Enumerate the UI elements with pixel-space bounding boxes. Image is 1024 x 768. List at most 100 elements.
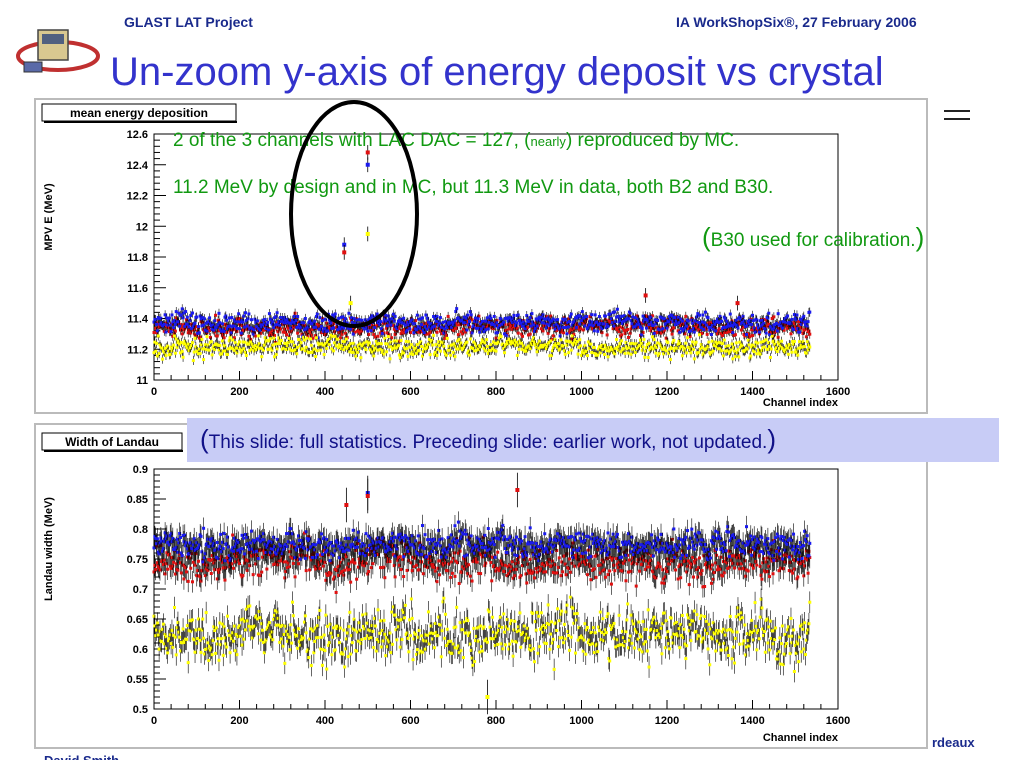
data-point xyxy=(580,319,583,323)
data-point xyxy=(503,351,507,355)
data-point xyxy=(802,314,806,318)
data-point xyxy=(680,319,684,323)
data-point xyxy=(538,318,542,322)
data-point xyxy=(592,329,596,333)
data-point xyxy=(698,322,702,326)
data-point xyxy=(420,323,424,327)
data-point xyxy=(529,324,533,328)
data-point xyxy=(351,341,355,345)
data-point xyxy=(254,344,258,348)
data-point xyxy=(198,335,202,339)
data-point xyxy=(288,330,292,334)
data-point xyxy=(345,321,349,325)
data-point xyxy=(191,358,195,362)
data-point xyxy=(392,319,396,323)
data-point xyxy=(419,317,423,321)
data-point xyxy=(216,343,220,347)
data-point xyxy=(333,334,337,338)
data-point xyxy=(344,317,348,321)
data-point xyxy=(415,330,419,334)
data-point xyxy=(155,329,159,333)
data-point xyxy=(479,345,483,349)
data-point xyxy=(157,352,161,356)
data-point xyxy=(371,328,375,332)
data-point xyxy=(759,340,763,344)
data-point xyxy=(240,323,244,327)
data-point xyxy=(303,349,307,353)
data-point xyxy=(443,350,447,354)
data-point xyxy=(462,327,466,331)
data-point xyxy=(654,351,658,355)
data-point xyxy=(256,334,260,338)
data-point xyxy=(543,321,547,325)
data-point xyxy=(780,339,784,343)
data-point xyxy=(237,316,241,320)
data-point xyxy=(172,343,176,347)
data-point xyxy=(242,328,246,332)
data-point xyxy=(740,320,744,324)
data-point xyxy=(359,356,363,360)
plot-frame xyxy=(153,468,839,710)
data-point xyxy=(263,318,267,322)
data-point xyxy=(789,347,793,351)
data-point xyxy=(276,322,280,326)
data-point xyxy=(158,343,162,347)
data-point xyxy=(757,330,761,334)
data-point xyxy=(228,336,232,340)
data-point xyxy=(790,350,794,354)
data-point xyxy=(446,348,450,352)
data-point xyxy=(509,316,513,320)
data-point xyxy=(327,327,331,331)
data-point xyxy=(568,330,572,334)
data-point xyxy=(270,322,274,326)
data-point xyxy=(528,332,532,336)
data-point xyxy=(749,354,753,358)
data-point xyxy=(719,341,723,345)
data-point xyxy=(265,338,269,342)
data-point xyxy=(196,350,200,354)
data-point xyxy=(550,353,554,357)
data-point xyxy=(309,333,313,337)
data-point xyxy=(197,331,201,335)
data-point xyxy=(538,339,542,343)
data-point xyxy=(292,314,296,318)
data-point xyxy=(164,353,168,357)
data-point xyxy=(181,316,185,320)
data-point xyxy=(535,324,539,328)
data-point xyxy=(451,323,455,327)
data-point xyxy=(491,322,495,326)
data-point xyxy=(339,347,343,351)
data-point xyxy=(558,334,562,338)
data-point xyxy=(530,312,534,316)
data-point xyxy=(668,347,672,351)
data-point xyxy=(541,329,545,333)
data-point xyxy=(220,322,224,326)
data-point xyxy=(456,347,460,351)
data-point xyxy=(588,319,592,323)
data-point xyxy=(534,329,538,333)
data-point xyxy=(346,326,350,330)
data-point xyxy=(793,350,797,354)
data-point xyxy=(552,343,556,347)
data-point xyxy=(316,341,320,345)
chart-title: mean energy deposition xyxy=(70,106,208,120)
data-point xyxy=(497,326,501,330)
data-point xyxy=(736,326,740,330)
data-point xyxy=(606,324,610,328)
data-point xyxy=(373,348,377,352)
data-point xyxy=(383,317,387,321)
data-point xyxy=(642,338,646,342)
data-point xyxy=(729,348,733,352)
data-point xyxy=(324,326,328,330)
data-point xyxy=(590,313,594,317)
data-point xyxy=(211,557,215,561)
data-point xyxy=(502,320,506,324)
data-point xyxy=(384,321,388,325)
data-point xyxy=(568,315,572,319)
data-point xyxy=(369,348,373,352)
data-point xyxy=(678,330,682,334)
data-point xyxy=(190,344,194,348)
data-point xyxy=(475,320,479,324)
data-point xyxy=(388,357,392,361)
data-point xyxy=(683,332,687,336)
